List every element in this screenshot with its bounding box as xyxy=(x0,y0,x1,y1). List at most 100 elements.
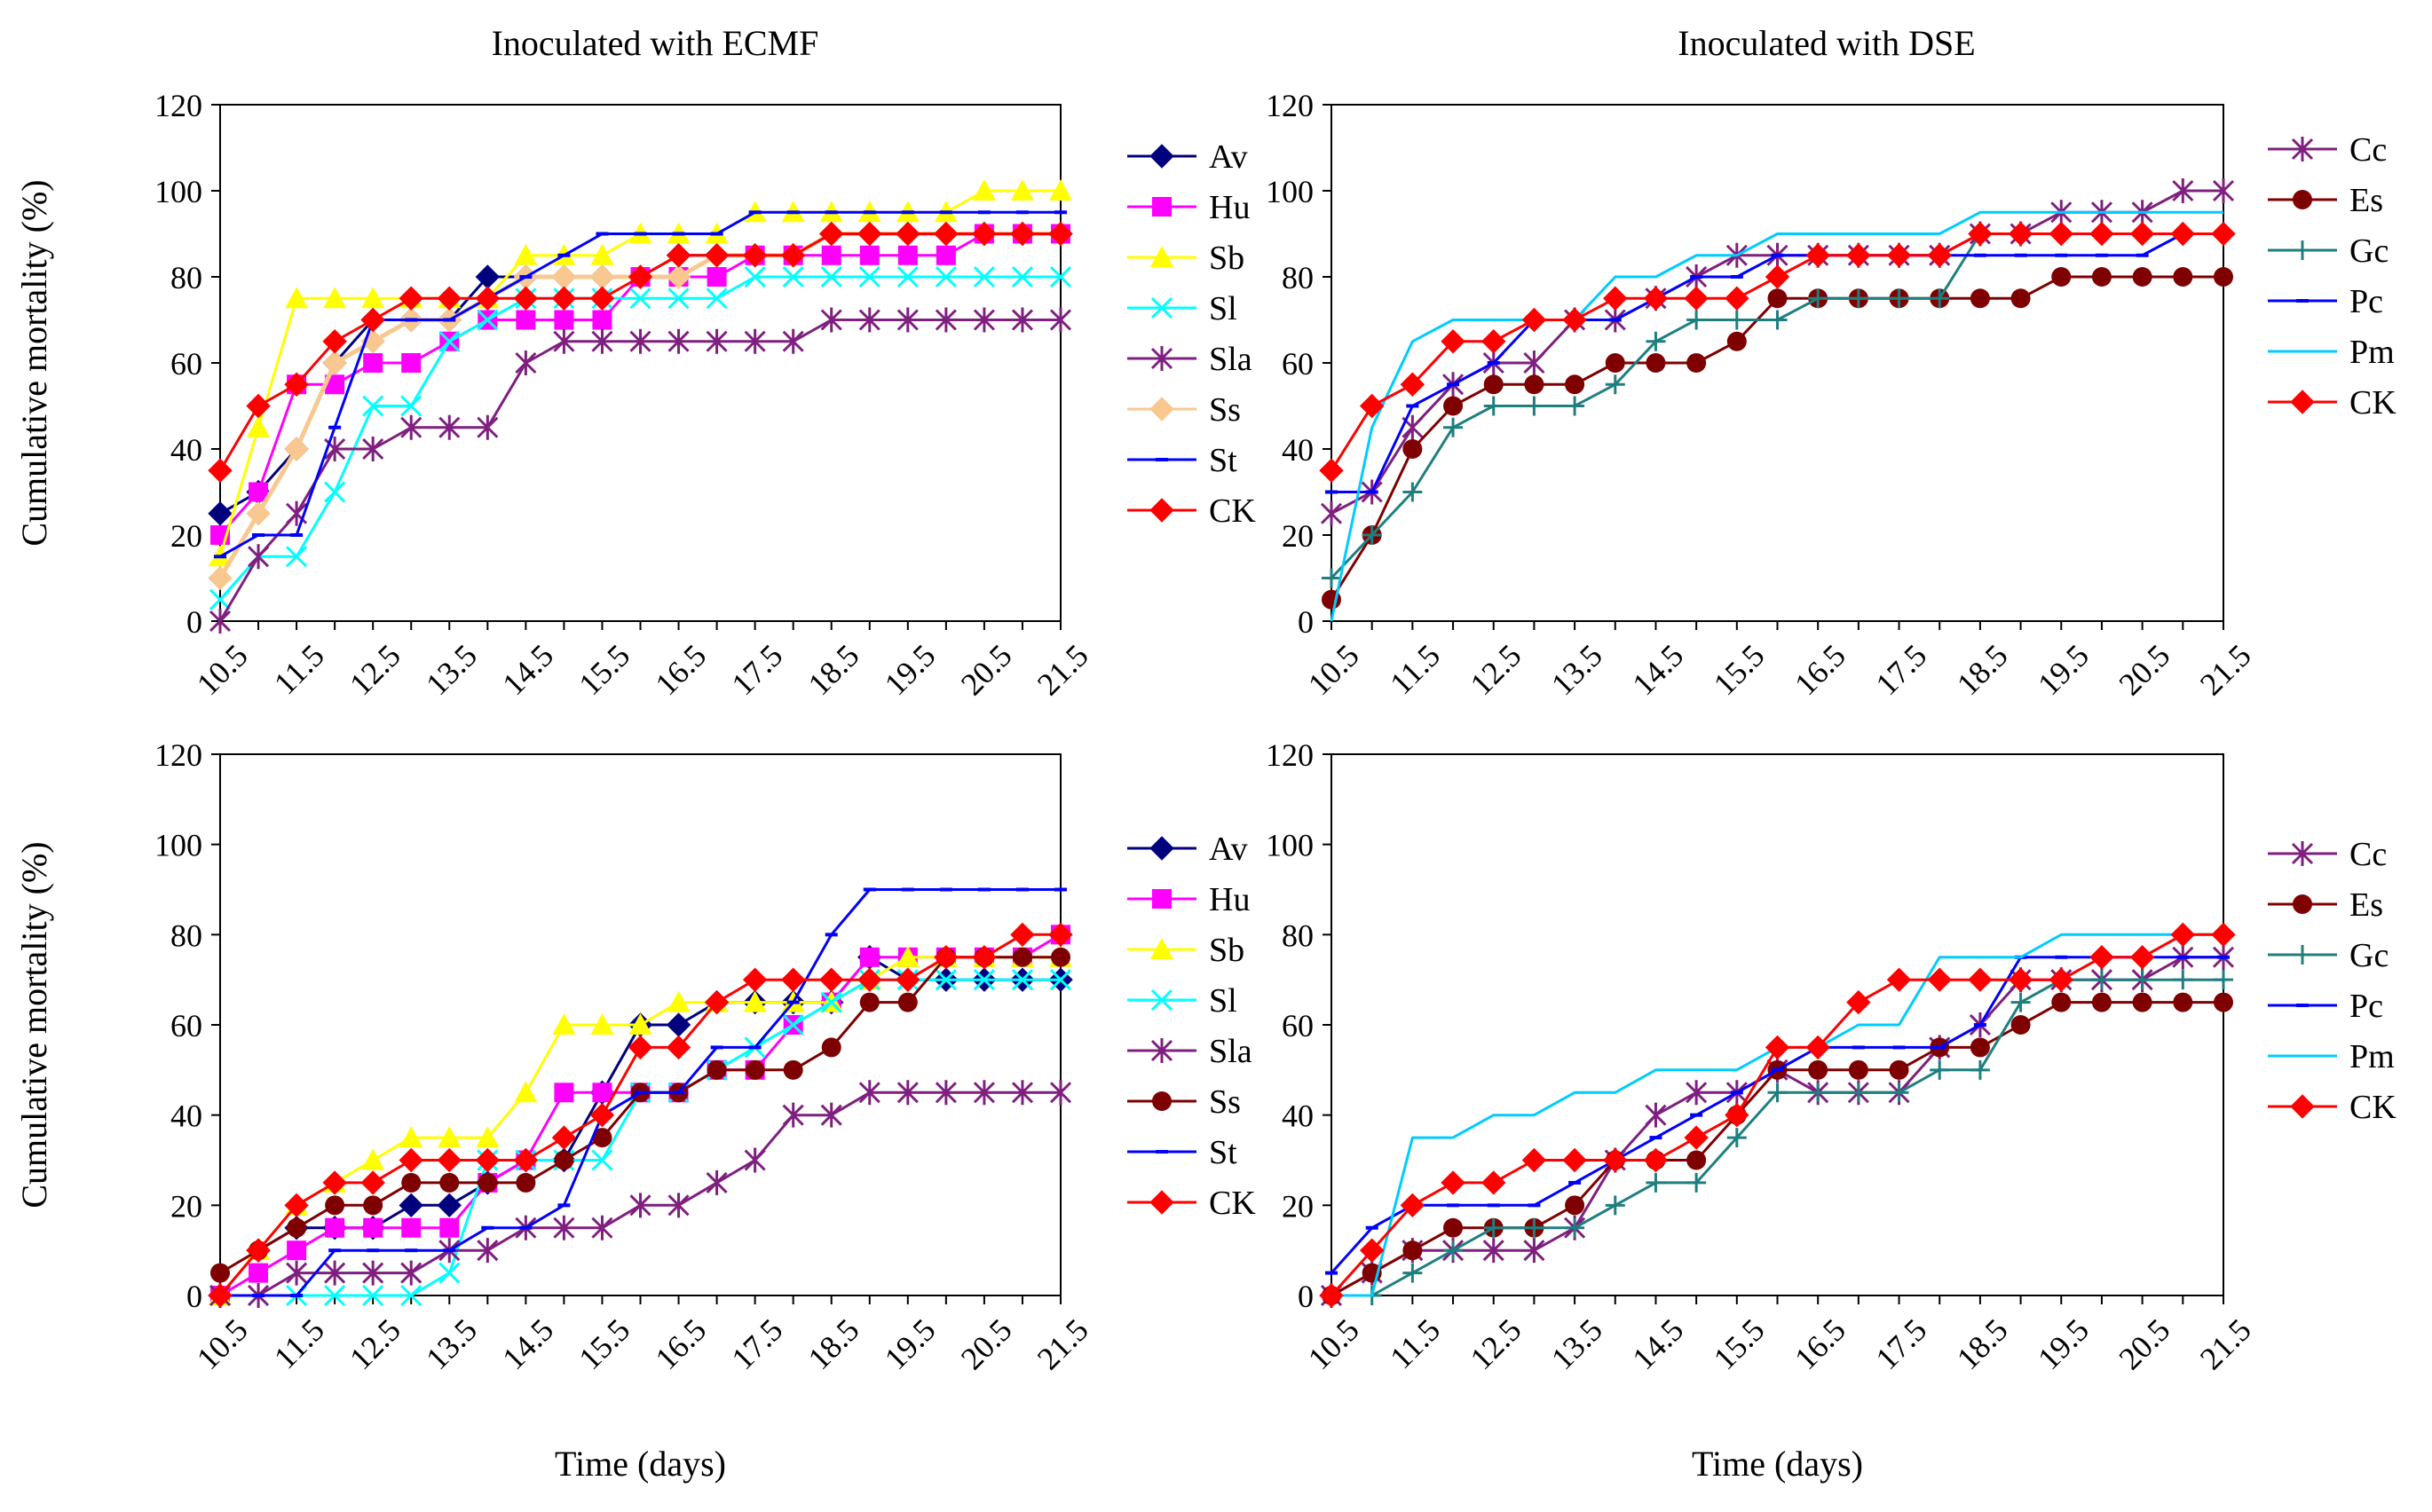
data-point-CK xyxy=(1725,286,1749,311)
y-tick-label: 80 xyxy=(170,917,202,953)
data-point-CK xyxy=(1846,989,1871,1015)
data-point-Sl xyxy=(782,265,804,288)
data-point-Hu xyxy=(287,1240,307,1261)
data-point-Sl xyxy=(667,287,690,310)
data-point-Ss xyxy=(363,1195,383,1216)
data-point-CK xyxy=(2008,221,2033,247)
x-tick-label: 12.5 xyxy=(343,637,407,702)
y-tick-label: 120 xyxy=(154,737,202,773)
legend-label: Sla xyxy=(1209,341,1252,378)
x-tick-label: 14.5 xyxy=(1625,1311,1690,1376)
legend-swatch-marker xyxy=(1150,1038,1173,1063)
data-point-Sl xyxy=(362,395,384,417)
x-tick-label: 11.5 xyxy=(267,637,331,701)
data-point-Sla xyxy=(591,1215,613,1240)
data-point-Gc xyxy=(1848,288,1868,309)
data-point-Cc xyxy=(1523,350,1545,375)
legend-item-Sla: Sla xyxy=(1127,341,1252,378)
data-point-CK xyxy=(1968,221,1993,247)
series-line-Sb xyxy=(218,189,1061,557)
data-point-Cc xyxy=(1320,500,1343,526)
data-point-CK xyxy=(1400,372,1425,397)
data-point-Es xyxy=(1565,1195,1585,1216)
data-point-CK xyxy=(513,286,539,311)
data-point-CK xyxy=(934,945,959,970)
data-point-Es xyxy=(2173,267,2193,287)
x-tick-label: 15.5 xyxy=(1707,637,1772,702)
y-tick-label: 80 xyxy=(170,260,202,295)
y-axis-label: Cumulative mortality (%) xyxy=(14,179,54,546)
data-point-CK xyxy=(628,264,653,289)
data-point-CK xyxy=(2211,221,2236,247)
y-tick-label: 120 xyxy=(154,88,202,123)
data-point-CK xyxy=(1603,1147,1628,1173)
data-point-CK xyxy=(1521,307,1547,333)
y-tick-label: 0 xyxy=(1298,1279,1314,1314)
y-tick-label: 20 xyxy=(1282,518,1314,554)
data-point-Es xyxy=(1483,374,1504,395)
data-point-CK xyxy=(1048,221,1073,247)
legend-swatch-marker xyxy=(1152,889,1172,909)
legend-item-Sb: Sb xyxy=(1127,932,1244,969)
legend-label: Sb xyxy=(1209,932,1244,969)
data-point-Sl xyxy=(1049,969,1072,991)
data-point-CK xyxy=(1765,1035,1790,1060)
data-point-Ss xyxy=(478,1172,498,1193)
data-point-Av xyxy=(666,1012,691,1037)
legend-label: Cc xyxy=(2349,836,2387,873)
data-point-Ss xyxy=(859,992,880,1012)
legend-label: Pc xyxy=(2349,988,2383,1025)
x-tick-label: 18.5 xyxy=(801,637,866,702)
data-point-Ss xyxy=(287,1217,307,1238)
data-point-Sl xyxy=(973,969,995,991)
data-point-CK xyxy=(589,1102,615,1128)
legend-swatch-marker xyxy=(1150,246,1173,267)
x-tick-label: 14.5 xyxy=(1625,637,1690,702)
data-point-Sla xyxy=(744,328,766,354)
data-point-CK xyxy=(1048,922,1073,948)
data-point-Sl xyxy=(820,991,842,1013)
data-point-CK xyxy=(1643,1147,1669,1173)
data-point-CK xyxy=(1684,286,1709,311)
x-tick-label: 21.5 xyxy=(2193,1311,2258,1376)
x-tick-label: 19.5 xyxy=(878,637,943,702)
data-point-Cc xyxy=(1482,1238,1504,1264)
x-tick-label: 21.5 xyxy=(1030,1311,1095,1376)
data-point-CK xyxy=(1927,243,1952,268)
series-Pm xyxy=(1331,933,2223,1297)
legend-item-Av: Av xyxy=(1127,831,1248,868)
legend-label: Hu xyxy=(1209,881,1250,918)
data-point-Sb xyxy=(552,1013,576,1035)
data-point-Es xyxy=(2214,267,2233,287)
series-line-Ss xyxy=(219,956,1061,1274)
data-point-CK xyxy=(704,989,730,1015)
data-point-Sl xyxy=(324,1284,346,1307)
data-point-Gc xyxy=(1483,1217,1504,1238)
data-point-CK xyxy=(284,1193,309,1218)
data-point-Gc xyxy=(1808,288,1828,309)
data-point-Es xyxy=(2214,992,2233,1012)
x-tick-label: 19.5 xyxy=(2031,637,2096,702)
legend-swatch-marker xyxy=(2293,190,2312,209)
legend-label: Sl xyxy=(1209,982,1237,1020)
data-point-Sl xyxy=(820,265,842,288)
legend-label: St xyxy=(1209,1134,1237,1171)
data-point-Es xyxy=(2051,992,2072,1012)
data-point-Hu xyxy=(592,310,612,330)
data-point-Sl xyxy=(744,265,766,288)
series-CK xyxy=(1319,922,2236,1308)
data-point-Gc xyxy=(1767,310,1788,330)
data-point-CK xyxy=(972,945,997,970)
data-point-Sl xyxy=(858,265,880,288)
data-point-Sla xyxy=(896,307,919,333)
data-point-Gc xyxy=(2173,970,2193,990)
data-point-Hu xyxy=(516,310,536,330)
x-tick-label: 14.5 xyxy=(495,637,560,702)
data-point-Gc xyxy=(1889,1083,1909,1103)
y-tick-label: 60 xyxy=(170,346,202,382)
data-point-Ss xyxy=(516,1172,536,1193)
data-point-CK xyxy=(2211,922,2236,948)
data-point-Hu xyxy=(439,1217,460,1238)
data-point-CK xyxy=(1562,1147,1587,1173)
data-point-Sb xyxy=(361,1148,385,1170)
